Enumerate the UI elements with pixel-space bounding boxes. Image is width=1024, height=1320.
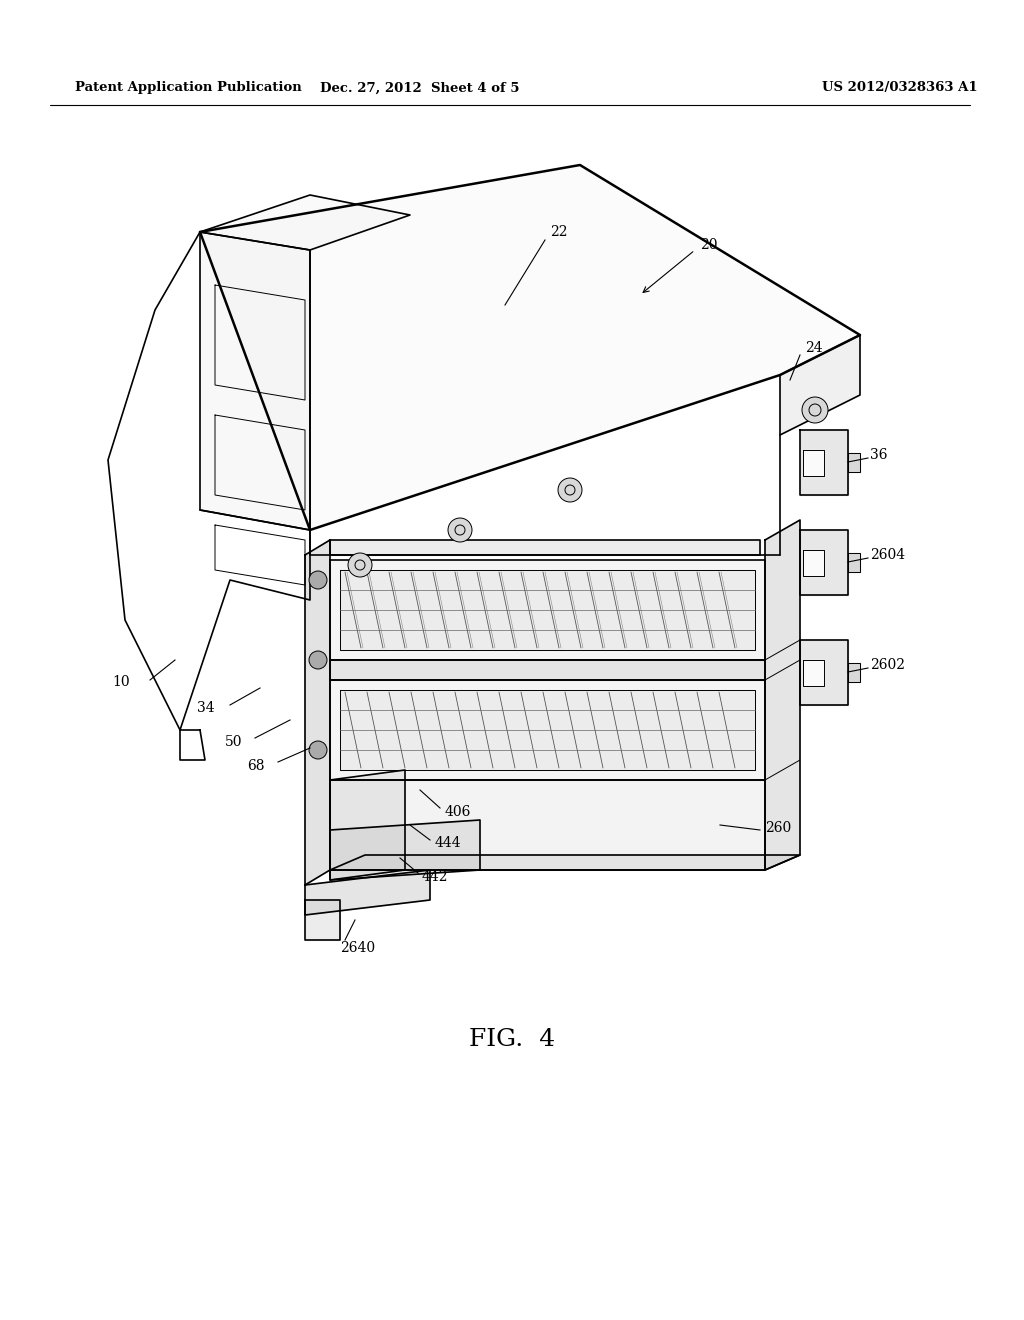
Text: Dec. 27, 2012  Sheet 4 of 5: Dec. 27, 2012 Sheet 4 of 5 <box>321 82 520 95</box>
Polygon shape <box>848 553 860 573</box>
Polygon shape <box>305 900 340 940</box>
Circle shape <box>309 651 327 669</box>
Polygon shape <box>330 660 765 680</box>
Text: FIG.  4: FIG. 4 <box>469 1028 555 1052</box>
Text: 10: 10 <box>113 675 130 689</box>
Polygon shape <box>803 450 824 475</box>
Text: 50: 50 <box>224 735 242 748</box>
Polygon shape <box>780 335 860 436</box>
Text: 20: 20 <box>700 238 718 252</box>
Polygon shape <box>330 820 480 880</box>
Polygon shape <box>340 570 755 649</box>
Text: 444: 444 <box>435 836 462 850</box>
Polygon shape <box>330 560 765 660</box>
Polygon shape <box>803 549 824 576</box>
Text: 260: 260 <box>765 821 792 836</box>
Text: 68: 68 <box>248 759 265 774</box>
Circle shape <box>558 478 582 502</box>
Polygon shape <box>200 232 310 531</box>
Text: 2604: 2604 <box>870 548 905 562</box>
Text: 34: 34 <box>198 701 215 715</box>
Polygon shape <box>330 780 765 870</box>
Polygon shape <box>765 520 800 870</box>
Text: 24: 24 <box>805 341 822 355</box>
Polygon shape <box>340 690 755 770</box>
Text: 36: 36 <box>870 447 888 462</box>
Text: 442: 442 <box>422 870 449 884</box>
Text: 2602: 2602 <box>870 657 905 672</box>
Polygon shape <box>800 531 848 595</box>
Polygon shape <box>305 870 430 915</box>
Polygon shape <box>200 195 410 249</box>
Polygon shape <box>800 640 848 705</box>
Circle shape <box>449 517 472 543</box>
Polygon shape <box>330 540 760 554</box>
Polygon shape <box>803 660 824 685</box>
Polygon shape <box>330 680 765 780</box>
Circle shape <box>309 572 327 589</box>
Circle shape <box>802 397 828 422</box>
Polygon shape <box>305 540 330 884</box>
Text: 22: 22 <box>550 224 567 239</box>
Polygon shape <box>330 770 406 880</box>
Polygon shape <box>200 165 860 531</box>
Polygon shape <box>800 430 848 495</box>
Circle shape <box>348 553 372 577</box>
Polygon shape <box>330 855 800 870</box>
Polygon shape <box>848 453 860 473</box>
Text: US 2012/0328363 A1: US 2012/0328363 A1 <box>822 82 978 95</box>
Text: 2640: 2640 <box>340 941 375 954</box>
Text: Patent Application Publication: Patent Application Publication <box>75 82 302 95</box>
Circle shape <box>309 741 327 759</box>
Polygon shape <box>848 663 860 682</box>
Text: 406: 406 <box>445 805 471 818</box>
